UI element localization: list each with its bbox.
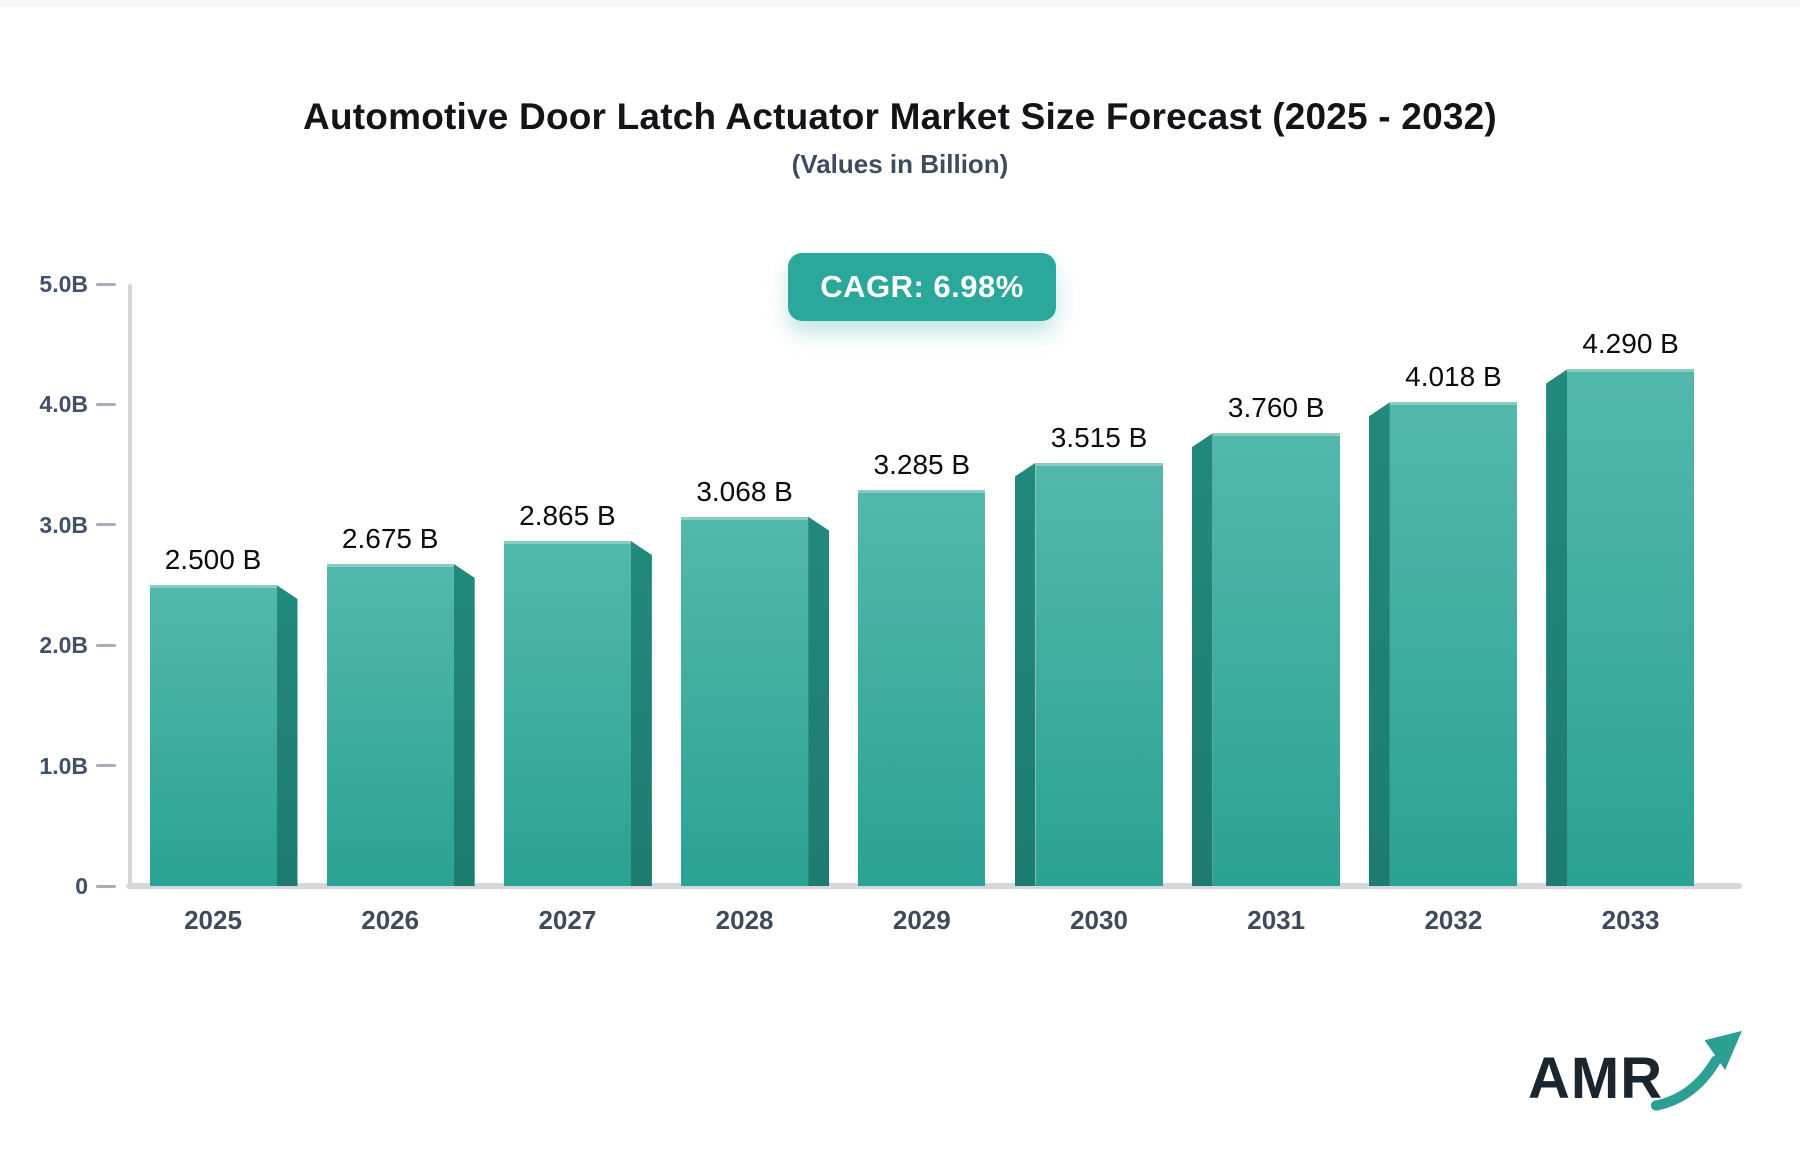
bar-2030 (1035, 462, 1163, 886)
bar-2026 (326, 563, 454, 886)
bar-2029 (858, 490, 986, 886)
y-tick-dash (96, 523, 116, 527)
cagr-badge-label: CAGR: 6.98% (820, 269, 1024, 304)
x-tick-label: 2028 (715, 905, 774, 935)
bar-side-face (808, 516, 830, 886)
bar-2028 (681, 516, 809, 886)
x-axis-line (126, 883, 1742, 889)
bar-value-label: 3.068 B (696, 475, 793, 507)
growth-trend-arrow-icon (1651, 1030, 1743, 1111)
page-title: Automotive Door Latch Actuator Market Si… (303, 96, 1497, 137)
y-tick-label: 5.0B (39, 271, 88, 297)
y-tick-dash (96, 282, 116, 286)
bar-2025 (149, 585, 277, 886)
x-tick-label: 2025 (184, 905, 242, 935)
bar-side-face (453, 563, 475, 886)
amr-logo-text: AMR (1528, 1046, 1664, 1111)
bar-side-face (276, 585, 298, 886)
bar-side-face (1546, 369, 1568, 886)
x-tick-label: 2029 (892, 905, 951, 935)
bar-value-label: 4.290 B (1582, 328, 1679, 360)
bar-value-label: 3.285 B (873, 449, 971, 481)
bar-value-label: 4.018 B (1405, 361, 1502, 393)
y-tick-dash (96, 643, 116, 647)
y-tick-label: 1.0B (39, 752, 88, 779)
x-tick-label: 2026 (361, 905, 420, 935)
x-tick-label: 2031 (1247, 905, 1306, 935)
y-tick-label: 4.0B (39, 391, 88, 418)
y-tick-dash (96, 764, 116, 768)
page-subtitle: (Values in Billion) (791, 149, 1009, 179)
x-tick-label: 2027 (538, 905, 597, 935)
y-tick-label: 3.0B (39, 511, 88, 538)
bar-side-face (1014, 462, 1036, 886)
bar-value-label: 2.675 B (341, 522, 439, 554)
y-tick-dash (96, 884, 116, 888)
cagr-badge: CAGR: 6.98% (788, 253, 1056, 321)
top-edge-strip (0, 0, 1800, 6)
x-tick-label: 2033 (1601, 905, 1660, 935)
bar-value-label: 2.865 B (519, 500, 616, 532)
bar-value-label: 3.760 B (1227, 392, 1325, 424)
amr-logo: AMR (1528, 1030, 1768, 1124)
y-tick-label: 2.0B (39, 632, 88, 659)
x-tick-label: 2030 (1070, 905, 1128, 935)
bar-side-face (1368, 402, 1390, 886)
bar-value-label: 3.515 B (1050, 421, 1148, 453)
y-tick-dash (96, 402, 116, 406)
y-tick-label: 0 (75, 873, 88, 899)
x-tick-label: 2032 (1424, 905, 1483, 935)
bar-2031 (1212, 433, 1340, 886)
bar-2027 (503, 541, 631, 886)
bar-2033 (1567, 369, 1695, 886)
bar-side-face (1191, 433, 1213, 886)
bar-value-label: 2.500 B (164, 544, 262, 575)
bar-2032 (1389, 402, 1517, 886)
y-axis-line (128, 284, 132, 886)
bar-side-face (630, 541, 652, 886)
